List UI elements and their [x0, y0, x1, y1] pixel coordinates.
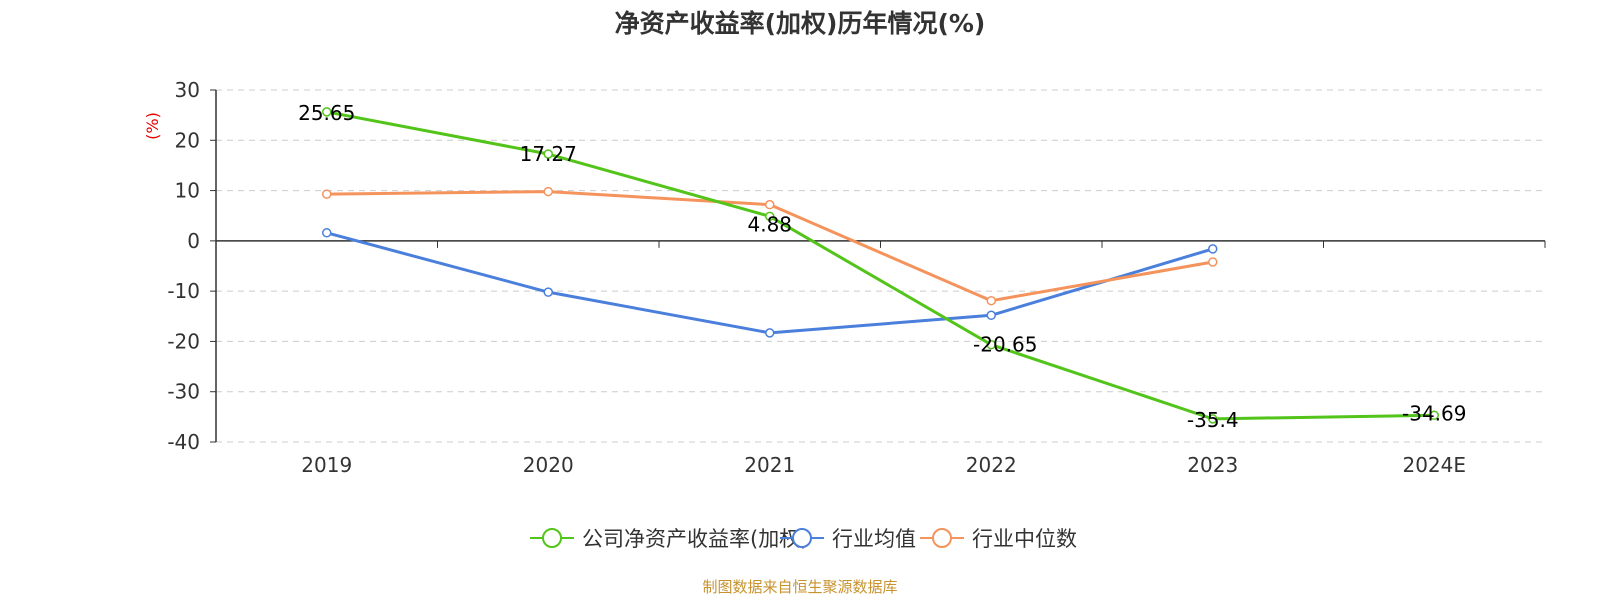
legend-circle-icon [932, 528, 952, 548]
data-point [986, 339, 996, 350]
data-point [1429, 410, 1439, 421]
data-point [543, 287, 553, 297]
x-tick-label: 2021 [744, 453, 795, 477]
data-label: 25.65 [298, 101, 355, 125]
data-point [322, 228, 332, 238]
legend-label: 公司净资产收益率(加权) [582, 527, 808, 551]
y-tick-label: 30 [175, 78, 200, 102]
y-tick-label: 10 [175, 179, 200, 203]
data-label: 17.27 [520, 142, 577, 166]
data-label: -35.4 [1187, 408, 1239, 432]
data-labels: 25.65 17.27 4.88 -20.65 -35.4 -34.69 [298, 101, 1466, 432]
data-point [765, 199, 775, 210]
y-tick-label: -20 [167, 329, 200, 353]
legend-item-1[interactable]: 行业均值 [780, 527, 916, 551]
data-point [1208, 244, 1218, 254]
y-tick-label: -40 [167, 430, 200, 454]
x-tick-label: 2022 [966, 453, 1017, 477]
x-tick-label: 2019 [301, 453, 352, 477]
legend-item-2[interactable]: 行业中位数 [920, 527, 1077, 551]
x-axis-ticks: 2019 2020 2021 2022 2023 2024E [301, 453, 1466, 477]
y-tick-label: -30 [167, 380, 200, 404]
data-point [543, 186, 553, 197]
legend-circle-icon [792, 528, 812, 548]
x-tick-label: 2024E [1402, 453, 1466, 477]
series-line-0 [326, 110, 1435, 421]
data-point [322, 107, 332, 117]
series-line-1 [326, 231, 1214, 335]
data-point [765, 328, 775, 338]
grid-lines [216, 89, 1545, 443]
data-point [1208, 257, 1218, 267]
x-tick-label: 2023 [1187, 453, 1238, 477]
legend-item-0[interactable]: 公司净资产收益率(加权) [530, 527, 808, 551]
data-point [986, 310, 996, 321]
series-lines [322, 107, 1439, 424]
source-note: 制图数据来自恒生聚源数据库 [702, 578, 897, 596]
y-tick-label: -10 [167, 279, 200, 303]
legend-label: 行业均值 [832, 527, 916, 551]
data-point [986, 295, 996, 306]
x-tick-label: 2020 [523, 453, 574, 477]
y-tick-label: 20 [175, 128, 200, 152]
chart-title: 净资产收益率(加权)历年情况(%) [615, 9, 986, 38]
axes [215, 90, 1546, 442]
legend-circle-icon [542, 528, 562, 548]
y-tick-label: 0 [187, 229, 200, 253]
y-axis-ticks: 30 20 10 0 -10 -20 -30 -40 [167, 78, 216, 454]
data-point [1208, 414, 1218, 424]
data-label: -20.65 [973, 333, 1037, 357]
legend[interactable]: 公司净资产收益率(加权) 行业均值 行业中位数 [530, 527, 1077, 551]
y-axis-label: (%) [143, 112, 162, 140]
data-point [322, 189, 332, 199]
data-label: 4.88 [747, 212, 792, 236]
data-point [543, 149, 553, 159]
data-point [765, 211, 775, 222]
data-label: -34.69 [1402, 401, 1466, 425]
legend-label: 行业中位数 [972, 527, 1077, 551]
